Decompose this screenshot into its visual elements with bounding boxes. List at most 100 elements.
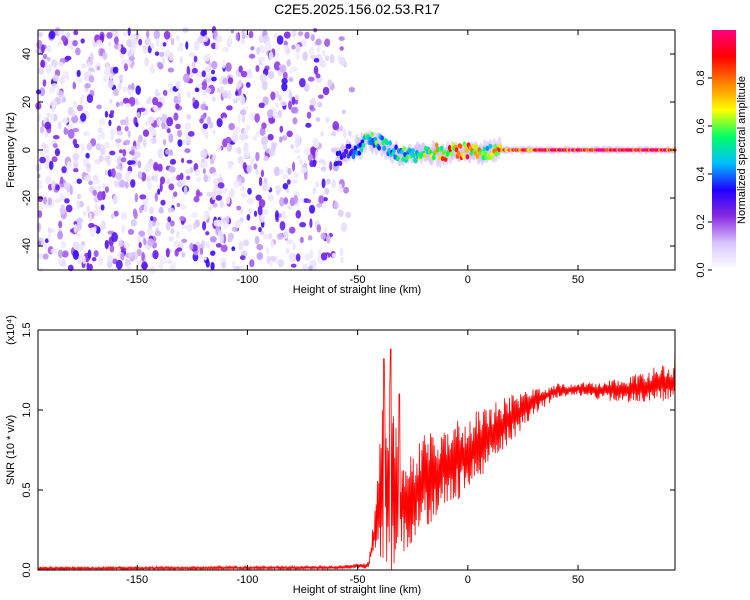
- spectrogram-ridge-cell: [464, 148, 469, 154]
- spectrogram-cell: [270, 91, 276, 101]
- spectrogram-cell: [302, 51, 308, 62]
- spectrogram-cell: [109, 244, 115, 253]
- spectrogram-cell: [109, 99, 113, 104]
- spectrogram-cell: [112, 66, 119, 74]
- spectrogram-cell: [59, 207, 66, 215]
- spectrogram-cell: [295, 253, 301, 262]
- spectrogram-cell: [124, 126, 129, 132]
- spectrogram-cell: [260, 213, 265, 223]
- spectrogram-cell: [222, 59, 226, 69]
- spectrogram-cell: [108, 113, 114, 119]
- spectrogram-cell: [184, 122, 191, 130]
- spectrogram-cell: [338, 36, 345, 42]
- spectrogram-cell: [139, 194, 147, 200]
- spectrogram-cell: [61, 117, 69, 125]
- spectrogram-cell: [199, 161, 206, 169]
- spectrogram-cell: [54, 148, 61, 157]
- spectrogram-cell: [227, 163, 233, 170]
- spectrogram-cell: [99, 146, 106, 156]
- spectrogram-cell: [292, 117, 298, 125]
- spectrogram-ridge-cell: [338, 160, 343, 167]
- spectrogram-cell: [110, 134, 114, 141]
- spectrogram-cell: [250, 46, 255, 51]
- spectrogram-cell: [267, 232, 273, 240]
- spectrogram-cell: [125, 172, 129, 183]
- spectrogram-cell: [45, 175, 52, 185]
- spectrogram-cell: [211, 76, 217, 82]
- spectrogram-cell: [262, 96, 269, 106]
- spectrogram-cell: [84, 82, 91, 89]
- spectrogram-cell: [58, 61, 64, 67]
- spectrogram-cell: [281, 135, 288, 141]
- spectrogram-cell: [331, 252, 337, 259]
- spectrogram-cell: [47, 232, 52, 242]
- spectrogram-cell: [183, 185, 188, 196]
- spectrogram-cell: [119, 149, 123, 154]
- y-tick-label: 0.0: [21, 562, 33, 577]
- spectrogram-cell: [318, 94, 324, 99]
- spectrogram-cell: [112, 194, 118, 205]
- spectrogram-cell: [240, 193, 248, 198]
- spectrogram-cell: [279, 65, 287, 73]
- spectrogram-cell: [163, 89, 168, 97]
- spectrogram-cell: [206, 240, 210, 249]
- spectrogram-cell: [97, 127, 103, 134]
- spectrogram-cell: [267, 133, 274, 141]
- spectrogram-cell: [124, 116, 129, 127]
- spectrogram-cell: [340, 222, 348, 232]
- spectrogram-cell: [104, 239, 109, 249]
- spectrogram-cell: [291, 96, 296, 106]
- spectrogram-cell: [267, 194, 274, 202]
- spectrogram-cell: [41, 142, 47, 150]
- spectrogram-cell: [277, 109, 282, 118]
- spectrogram-cell: [46, 45, 52, 53]
- spectrogram-cell: [88, 263, 93, 271]
- spectrogram-cell: [165, 40, 169, 47]
- spectrogram-cell: [157, 188, 161, 195]
- spectrogram-cell: [255, 194, 262, 201]
- spectrogram-cell: [141, 263, 149, 269]
- spectrogram-cell: [48, 160, 54, 170]
- spectrogram-cell: [231, 246, 236, 251]
- spectrogram-cell: [170, 37, 175, 46]
- spectrogram-cell: [307, 76, 315, 82]
- spectrogram-cell: [222, 221, 227, 230]
- spectrogram-cell: [309, 54, 317, 60]
- spectrogram-cell: [44, 238, 49, 244]
- spectrogram-ridge-cell: [488, 143, 493, 149]
- spectrogram-ridge-cell: [456, 151, 461, 157]
- snr-background: [38, 330, 675, 570]
- spectrogram-cell: [60, 176, 64, 185]
- spectrogram-cell: [199, 247, 204, 255]
- spectrogram-cell: [72, 152, 80, 162]
- spectrogram-cell: [38, 180, 42, 185]
- spectrogram-cell: [208, 205, 213, 211]
- spectrogram-cell: [288, 252, 295, 262]
- spectrogram-cell: [291, 106, 298, 114]
- spectrogram-cell: [109, 73, 114, 80]
- spectrogram-cell: [301, 263, 309, 271]
- spectrogram-plot: -150 -100 -50 0 50 -40 -20 0 20 40 Height of str…: [5, 25, 677, 296]
- spectrogram-cell: [193, 195, 200, 203]
- spectrogram-cell: [232, 97, 237, 105]
- spectrogram-cell: [235, 32, 239, 41]
- spectrogram-cell: [176, 202, 181, 208]
- spectrogram-cell: [239, 132, 246, 141]
- spectrogram-cell: [282, 71, 288, 80]
- spectrogram-cell: [282, 173, 289, 179]
- spectrogram-cell: [108, 119, 112, 127]
- spectrogram-cell: [283, 231, 288, 238]
- spectrogram-cell: [202, 168, 206, 175]
- spectrogram-cell: [176, 247, 183, 252]
- spectrogram-cell: [234, 219, 241, 229]
- spectrogram-cell: [89, 52, 94, 62]
- spectrogram-cell: [275, 103, 280, 109]
- spectrogram-cell: [307, 235, 313, 241]
- spectrogram-cell: [308, 204, 316, 214]
- spectrogram-cell: [199, 117, 204, 124]
- spectrogram-cell: [181, 238, 188, 244]
- spectrogram-cell: [239, 265, 245, 271]
- spectrogram-ridge: [333, 129, 677, 172]
- spectrogram-cell: [217, 144, 222, 153]
- spectrogram-cell: [267, 109, 274, 119]
